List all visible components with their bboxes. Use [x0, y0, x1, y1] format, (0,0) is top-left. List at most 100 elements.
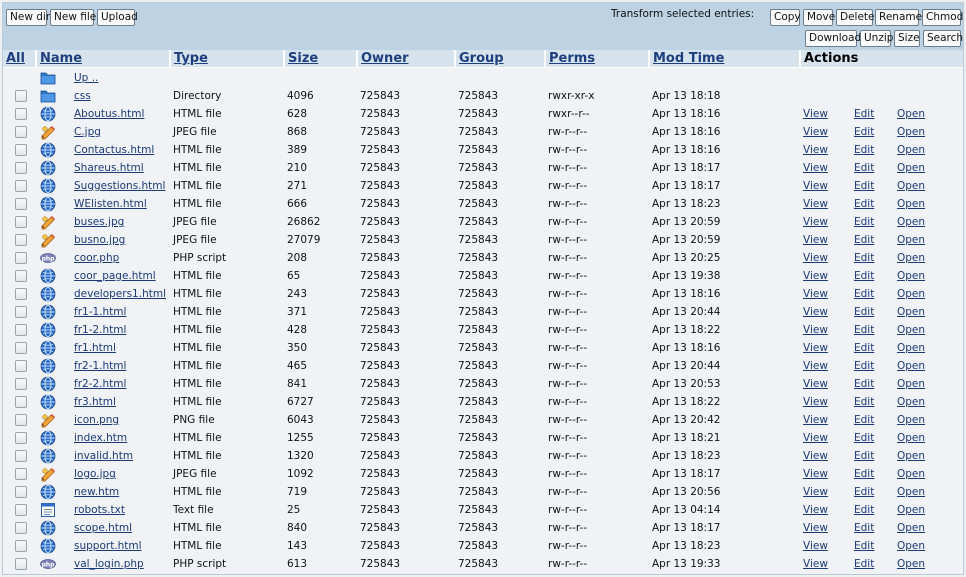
open-action-link[interactable]: Open — [897, 378, 926, 390]
edit-action-link[interactable]: Edit — [854, 558, 875, 570]
row-select-checkbox[interactable] — [15, 198, 27, 210]
open-action-link[interactable]: Open — [897, 234, 926, 246]
view-action-link[interactable]: View — [803, 162, 828, 174]
view-action-link[interactable]: View — [803, 216, 828, 228]
select-all-link[interactable]: All — [6, 51, 25, 66]
file-name-link[interactable]: robots.txt — [74, 504, 125, 516]
download-button[interactable]: Download — [805, 30, 861, 47]
row-select-checkbox[interactable] — [15, 504, 27, 516]
open-action-link[interactable]: Open — [897, 396, 926, 408]
view-action-link[interactable]: View — [803, 468, 828, 480]
open-action-link[interactable]: Open — [897, 216, 926, 228]
open-action-link[interactable]: Open — [897, 108, 926, 120]
sort-by-name-link[interactable]: Name — [40, 51, 83, 66]
view-action-link[interactable]: View — [803, 486, 828, 498]
row-select-checkbox[interactable] — [15, 252, 27, 264]
row-select-checkbox[interactable] — [15, 108, 27, 120]
view-action-link[interactable]: View — [803, 360, 828, 372]
view-action-link[interactable]: View — [803, 198, 828, 210]
edit-action-link[interactable]: Edit — [854, 288, 875, 300]
file-name-link[interactable]: fr1-2.html — [74, 324, 127, 336]
row-select-checkbox[interactable] — [15, 468, 27, 480]
file-name-link[interactable]: C.jpg — [74, 126, 101, 138]
row-select-checkbox[interactable] — [15, 180, 27, 192]
view-action-link[interactable]: View — [803, 306, 828, 318]
edit-action-link[interactable]: Edit — [854, 540, 875, 552]
file-name-link[interactable]: scope.html — [74, 522, 133, 534]
edit-action-link[interactable]: Edit — [854, 396, 875, 408]
row-select-checkbox[interactable] — [15, 90, 27, 102]
search-button[interactable]: Search — [923, 30, 963, 47]
edit-action-link[interactable]: Edit — [854, 144, 875, 156]
file-name-link[interactable]: developers1.html — [74, 288, 166, 300]
sort-by-type-link[interactable]: Type — [174, 51, 208, 66]
view-action-link[interactable]: View — [803, 270, 828, 282]
open-action-link[interactable]: Open — [897, 522, 926, 534]
row-select-checkbox[interactable] — [15, 522, 27, 534]
edit-action-link[interactable]: Edit — [854, 468, 875, 480]
file-name-link[interactable]: busno.jpg — [74, 234, 126, 246]
row-select-checkbox[interactable] — [15, 234, 27, 246]
open-action-link[interactable]: Open — [897, 324, 926, 336]
open-action-link[interactable]: Open — [897, 144, 926, 156]
chmod-button[interactable]: Chmod — [922, 9, 963, 26]
open-action-link[interactable]: Open — [897, 450, 926, 462]
edit-action-link[interactable]: Edit — [854, 180, 875, 192]
edit-action-link[interactable]: Edit — [854, 432, 875, 444]
upload-button[interactable]: Upload — [97, 9, 138, 26]
open-action-link[interactable]: Open — [897, 360, 926, 372]
size-button[interactable]: Size — [894, 30, 920, 47]
file-name-link[interactable]: Aboutus.html — [74, 108, 145, 120]
view-action-link[interactable]: View — [803, 180, 828, 192]
view-action-link[interactable]: View — [803, 450, 828, 462]
edit-action-link[interactable]: Edit — [854, 252, 875, 264]
sort-by-perms-link[interactable]: Perms — [549, 51, 596, 66]
view-action-link[interactable]: View — [803, 558, 828, 570]
row-select-checkbox[interactable] — [15, 396, 27, 408]
edit-action-link[interactable]: Edit — [854, 324, 875, 336]
copy-button[interactable]: Copy — [770, 9, 801, 26]
view-action-link[interactable]: View — [803, 378, 828, 390]
sort-by-group-link[interactable]: Group — [459, 51, 504, 66]
file-name-link[interactable]: invalid.htm — [74, 450, 134, 462]
sort-by-size-link[interactable]: Size — [288, 51, 319, 66]
move-button[interactable]: Move — [803, 9, 835, 26]
open-action-link[interactable]: Open — [897, 558, 926, 570]
view-action-link[interactable]: View — [803, 396, 828, 408]
row-select-checkbox[interactable] — [15, 324, 27, 336]
open-action-link[interactable]: Open — [897, 504, 926, 516]
row-select-checkbox[interactable] — [15, 126, 27, 138]
file-name-link[interactable]: val_login.php — [74, 558, 144, 570]
row-select-checkbox[interactable] — [15, 162, 27, 174]
edit-action-link[interactable]: Edit — [854, 306, 875, 318]
edit-action-link[interactable]: Edit — [854, 504, 875, 516]
open-action-link[interactable]: Open — [897, 540, 926, 552]
edit-action-link[interactable]: Edit — [854, 378, 875, 390]
file-name-link[interactable]: index.htm — [74, 432, 128, 444]
row-select-checkbox[interactable] — [15, 216, 27, 228]
view-action-link[interactable]: View — [803, 324, 828, 336]
up-directory-link[interactable]: Up .. — [74, 72, 99, 84]
view-action-link[interactable]: View — [803, 144, 828, 156]
open-action-link[interactable]: Open — [897, 126, 926, 138]
file-name-link[interactable]: fr2-2.html — [74, 378, 127, 390]
open-action-link[interactable]: Open — [897, 180, 926, 192]
row-select-checkbox[interactable] — [15, 486, 27, 498]
view-action-link[interactable]: View — [803, 504, 828, 516]
new-dir-button[interactable]: New dir — [6, 9, 50, 26]
edit-action-link[interactable]: Edit — [854, 450, 875, 462]
edit-action-link[interactable]: Edit — [854, 162, 875, 174]
row-select-checkbox[interactable] — [15, 432, 27, 444]
file-name-link[interactable]: fr1.html — [74, 342, 116, 354]
view-action-link[interactable]: View — [803, 126, 828, 138]
view-action-link[interactable]: View — [803, 432, 828, 444]
open-action-link[interactable]: Open — [897, 486, 926, 498]
file-name-link[interactable]: fr2-1.html — [74, 360, 127, 372]
edit-action-link[interactable]: Edit — [854, 360, 875, 372]
view-action-link[interactable]: View — [803, 414, 828, 426]
file-name-link[interactable]: new.htm — [74, 486, 120, 498]
sort-by-owner-link[interactable]: Owner — [361, 51, 409, 66]
open-action-link[interactable]: Open — [897, 162, 926, 174]
file-name-link[interactable]: buses.jpg — [74, 216, 125, 228]
row-select-checkbox[interactable] — [15, 306, 27, 318]
